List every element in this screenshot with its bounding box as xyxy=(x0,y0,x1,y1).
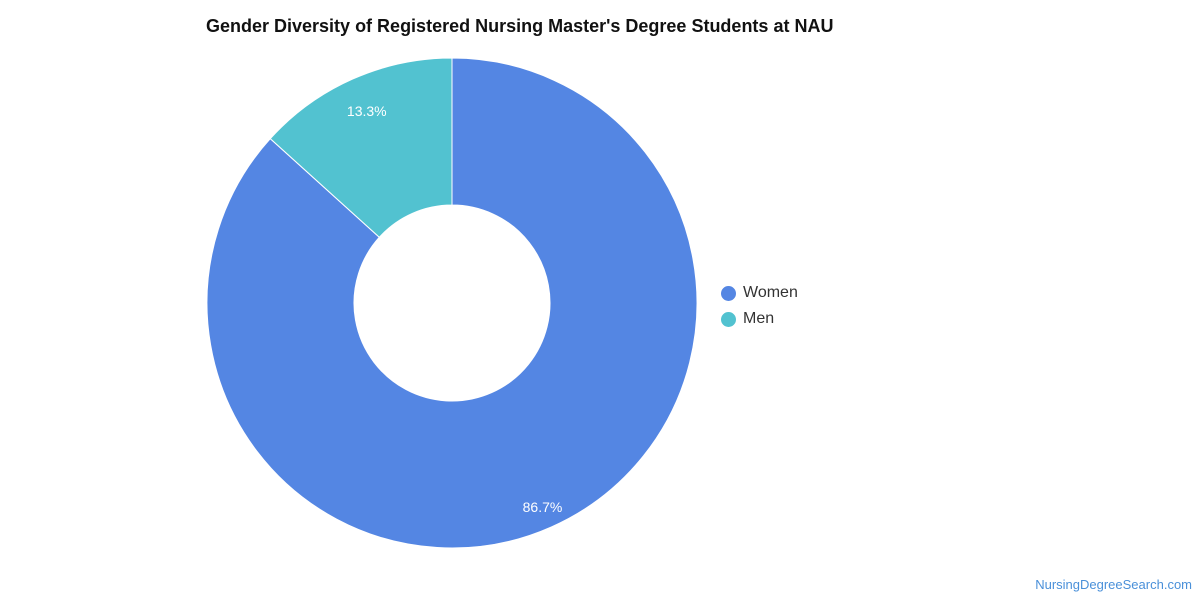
legend-label: Men xyxy=(743,310,775,327)
legend-item-men[interactable]: Men xyxy=(721,306,798,332)
slice-label-men: 13.3% xyxy=(347,103,387,119)
slice-label-women: 86.7% xyxy=(523,499,563,515)
legend-label: Women xyxy=(743,284,798,301)
chart-legend: Women Men xyxy=(721,280,798,332)
slice-men[interactable] xyxy=(269,57,453,238)
chart-title: Gender Diversity of Registered Nursing M… xyxy=(206,16,834,36)
legend-swatch-icon xyxy=(721,285,736,301)
legend-item-women[interactable]: Women xyxy=(721,280,798,306)
legend-swatch-icon xyxy=(721,311,736,327)
slice-women[interactable] xyxy=(206,57,698,549)
source-link[interactable]: NursingDegreeSearch.com xyxy=(1035,577,1192,592)
